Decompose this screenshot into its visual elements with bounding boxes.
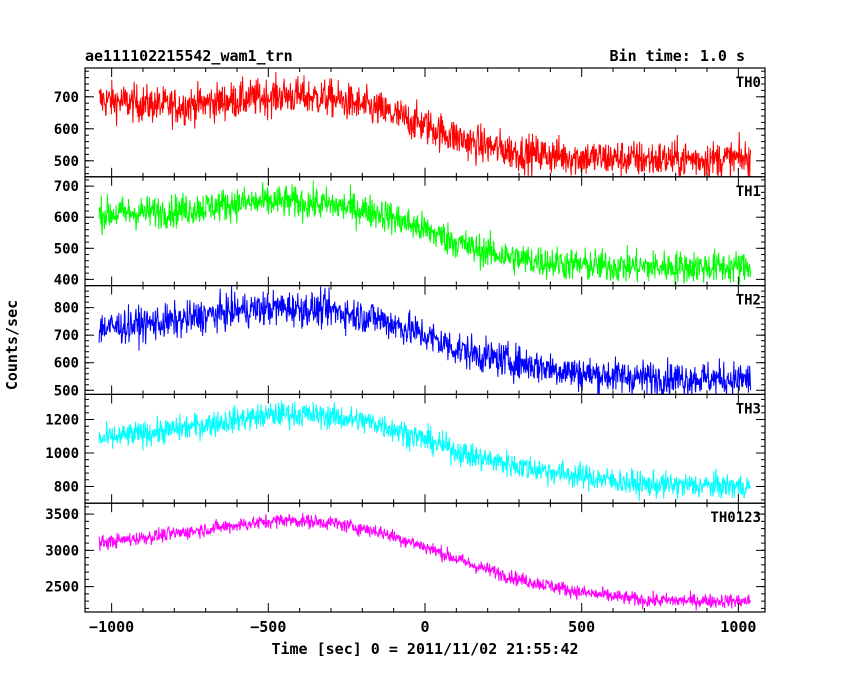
y-tick-label: 800 — [54, 479, 79, 495]
y-tick-label: 1200 — [45, 413, 79, 429]
series-label: TH1 — [736, 184, 761, 200]
series-th3 — [98, 400, 752, 501]
series-label: TH3 — [736, 401, 761, 417]
chart-title: ae111102215542_wam1_trn — [85, 47, 293, 65]
y-tick-label: 500 — [54, 241, 79, 257]
series-th2 — [98, 285, 752, 395]
y-tick-label: 1000 — [45, 446, 79, 462]
panel-th0: 500 600 700 TH0 — [54, 67, 766, 178]
y-tick-label: 500 — [54, 383, 79, 399]
panel-frame — [84, 393, 766, 504]
y-tick-label: 600 — [54, 210, 79, 226]
y-axis-label: Counts/sec — [3, 300, 21, 390]
panel-th3: 800 1000 1200 TH3 — [45, 393, 766, 504]
y-tick-label: 400 — [54, 272, 79, 288]
y-tick-label: 3000 — [45, 543, 79, 559]
x-tick-label: −500 — [250, 618, 286, 636]
y-tick-label: 700 — [54, 179, 79, 195]
y-tick-label: 3500 — [45, 507, 79, 523]
series-label: TH0 — [736, 75, 761, 91]
y-tick-label: 800 — [54, 301, 79, 317]
y-tick-label: 600 — [54, 122, 79, 138]
x-axis-label: Time [sec] 0 = 2011/11/02 21:55:42 — [271, 640, 578, 658]
panel-frame — [84, 502, 766, 613]
bin-time-label: Bin time: 1.0 s — [610, 47, 745, 65]
y-tick-label: 700 — [54, 328, 79, 344]
panel-th0123: 2500 3000 3500 TH0123 — [45, 502, 766, 613]
y-tick-label: 2500 — [45, 580, 79, 596]
panel-th2: 500 600 700 800 TH2 — [54, 285, 766, 399]
y-tick-label: 600 — [54, 356, 79, 372]
y-tick-label: 700 — [54, 90, 79, 106]
panel-th1: 400 500 600 700 TH1 — [54, 176, 766, 288]
series-label: TH2 — [736, 293, 761, 309]
x-tick-label: 1000 — [720, 618, 756, 636]
series-th1 — [98, 180, 752, 286]
x-tick-label: −1000 — [89, 618, 134, 636]
x-tick-label: 500 — [568, 618, 595, 636]
x-tick-label: 0 — [420, 618, 429, 636]
series-th0 — [98, 71, 752, 177]
y-tick-label: 500 — [54, 154, 79, 170]
panels: 500 600 700 TH0 400 500 600 700 TH1 500 600 700 800 T… — [45, 67, 766, 636]
series-th0123 — [98, 512, 752, 611]
series-label: TH0123 — [710, 510, 761, 526]
